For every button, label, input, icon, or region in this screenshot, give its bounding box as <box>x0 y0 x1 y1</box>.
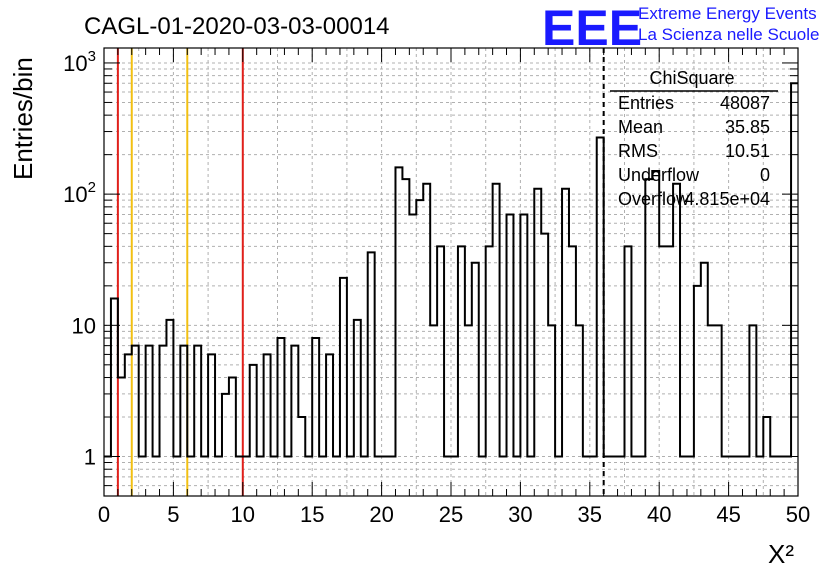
histogram-bin <box>416 200 423 496</box>
stats-row-value: 4.815e+04 <box>684 189 770 209</box>
y-tick-label: 10 <box>72 313 96 338</box>
histogram-bin <box>194 346 201 496</box>
histogram-bin <box>548 325 555 496</box>
histogram-bin <box>749 325 756 496</box>
histogram-bin <box>340 278 347 496</box>
histogram-bin <box>673 184 680 496</box>
histogram-bins <box>104 82 798 496</box>
histogram-bin <box>534 189 541 496</box>
x-tick-label: 25 <box>439 502 463 527</box>
stats-row-label: Entries <box>618 93 674 113</box>
histogram-bin <box>222 394 229 496</box>
x-axis-label: X² <box>768 539 794 569</box>
histogram-bin <box>146 346 153 496</box>
histogram-bin <box>562 189 569 496</box>
histogram-bin <box>423 184 430 496</box>
histogram-bin <box>368 252 375 496</box>
histogram-bin <box>111 299 118 496</box>
x-tick-label: 35 <box>578 502 602 527</box>
histogram-bin <box>666 246 673 496</box>
x-tick-label: 30 <box>508 502 532 527</box>
stats-row-value: 48087 <box>720 93 770 113</box>
x-tick-label: 20 <box>369 502 393 527</box>
stats-row-value: 10.51 <box>725 141 770 161</box>
histogram-bin <box>486 246 493 496</box>
histogram-bin <box>125 354 132 496</box>
eee-logo-text: EEE <box>542 0 642 56</box>
stats-row-label: RMS <box>618 141 658 161</box>
x-tick-label: 50 <box>786 502 810 527</box>
histogram-bin <box>715 325 722 496</box>
histogram-outline <box>104 82 798 458</box>
stats-row-label: Mean <box>618 117 663 137</box>
y-tick-label: 1 <box>84 445 96 470</box>
histogram-bin <box>465 325 472 496</box>
stats-row-label: Overflow <box>618 189 690 209</box>
histogram-bin <box>291 346 298 496</box>
histogram-bin <box>180 346 187 496</box>
histogram-bin <box>597 138 604 496</box>
histogram-bin <box>472 263 479 496</box>
histogram-bin <box>493 184 500 496</box>
stats-row-label: Underflow <box>618 165 700 185</box>
y-tick-label: 103 <box>63 48 96 76</box>
chart-title: CAGL-01-2020-03-03-00014 <box>84 13 390 40</box>
histogram-bin <box>437 246 444 496</box>
histogram-bin <box>132 346 139 496</box>
histogram-bin <box>791 83 798 496</box>
logo-line-2: La Scienza nelle Scuole <box>638 25 819 44</box>
histogram-bin <box>520 214 527 496</box>
stats-row-value: 0 <box>760 165 770 185</box>
stats-box: ChiSquare Entries 48087 Mean 35.85 RMS 10.51 Un… <box>610 68 778 209</box>
histogram-bin <box>507 214 514 496</box>
histogram-bin <box>409 214 416 496</box>
histogram-bin <box>625 246 632 496</box>
y-tick-label: 102 <box>63 179 96 207</box>
histogram-bin <box>694 286 701 496</box>
eee-logo: EEE Extreme Energy Events La Scienza nel… <box>542 0 819 56</box>
x-tick-label: 10 <box>231 502 255 527</box>
histogram-bin <box>708 325 715 496</box>
histogram-bin <box>160 346 167 496</box>
x-tick-label: 40 <box>647 502 671 527</box>
histogram-bin <box>250 365 257 496</box>
y-ticks: 1 10 102 103 <box>63 48 798 487</box>
histogram-bin <box>326 354 333 496</box>
x-tick-label: 15 <box>300 502 324 527</box>
histogram-bin <box>701 263 708 496</box>
x-tick-label: 0 <box>98 502 110 527</box>
histogram-bin <box>652 171 659 496</box>
histogram-bin <box>229 378 236 496</box>
x-ticks: 0 5 10 15 20 25 30 35 40 45 50 <box>98 48 810 527</box>
histogram-bin <box>576 325 583 496</box>
histogram-bin <box>118 378 125 496</box>
histogram-bin <box>264 354 271 496</box>
histogram-bin <box>659 246 666 496</box>
histogram-bin <box>569 246 576 496</box>
histogram-bin <box>430 325 437 496</box>
x-tick-label: 45 <box>716 502 740 527</box>
stats-row-value: 35.85 <box>725 117 770 137</box>
y-axis-label: Entries/bin <box>8 57 38 180</box>
stats-title: ChiSquare <box>649 68 734 88</box>
histogram-bin <box>208 354 215 496</box>
logo-line-1: Extreme Energy Events <box>638 4 817 23</box>
x-tick-label: 5 <box>167 502 179 527</box>
histogram-bin <box>458 246 465 496</box>
